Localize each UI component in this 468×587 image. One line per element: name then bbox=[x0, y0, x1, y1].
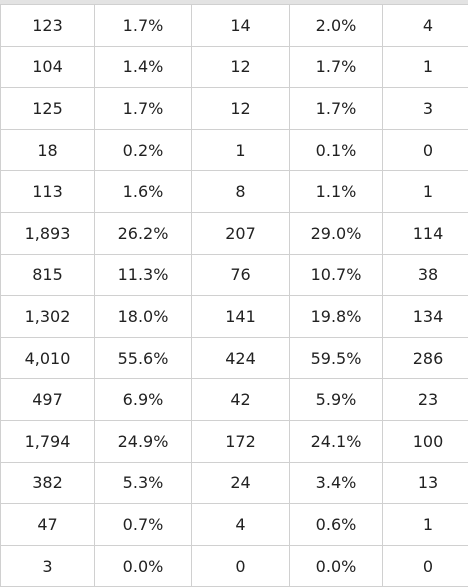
table-row: 1,893 26.2% 207 29.0% 114 bbox=[1, 212, 468, 254]
table-cell: 38 bbox=[383, 254, 468, 296]
table-cell: 1.7% bbox=[290, 88, 383, 130]
table-cell: 4 bbox=[192, 504, 290, 546]
table-cell: 10.7% bbox=[290, 254, 383, 296]
table-row: 18 0.2% 1 0.1% 0 bbox=[1, 129, 468, 171]
table-cell: 4 bbox=[383, 5, 468, 47]
table-cell: 0.0% bbox=[290, 545, 383, 587]
table-cell: 172 bbox=[192, 420, 290, 462]
table-cell: 1 bbox=[192, 129, 290, 171]
table-row: 1,302 18.0% 141 19.8% 134 bbox=[1, 296, 468, 338]
table-cell: 0.2% bbox=[95, 129, 192, 171]
table-cell: 24.1% bbox=[290, 420, 383, 462]
table-cell: 1,794 bbox=[1, 420, 95, 462]
table-cell: 13 bbox=[383, 462, 468, 504]
table-row: 497 6.9% 42 5.9% 23 bbox=[1, 379, 468, 421]
table-cell: 19.8% bbox=[290, 296, 383, 338]
table-cell: 141 bbox=[192, 296, 290, 338]
table-cell: 3 bbox=[1, 545, 95, 587]
table-cell: 123 bbox=[1, 5, 95, 47]
table-cell: 382 bbox=[1, 462, 95, 504]
table-cell: 497 bbox=[1, 379, 95, 421]
table-cell: 113 bbox=[1, 171, 95, 213]
table-cell: 29.0% bbox=[290, 212, 383, 254]
table-cell: 104 bbox=[1, 46, 95, 88]
table-cell: 23 bbox=[383, 379, 468, 421]
table-row: 47 0.7% 4 0.6% 1 bbox=[1, 504, 468, 546]
table-cell: 18 bbox=[1, 129, 95, 171]
table-cell: 0.7% bbox=[95, 504, 192, 546]
table-cell: 424 bbox=[192, 337, 290, 379]
table-row: 815 11.3% 76 10.7% 38 bbox=[1, 254, 468, 296]
table-row: 382 5.3% 24 3.4% 13 bbox=[1, 462, 468, 504]
table-cell: 1.7% bbox=[95, 5, 192, 47]
table-cell: 76 bbox=[192, 254, 290, 296]
table-cell: 8 bbox=[192, 171, 290, 213]
table-cell: 24.9% bbox=[95, 420, 192, 462]
table-row: 1,794 24.9% 172 24.1% 100 bbox=[1, 420, 468, 462]
table-cell: 1,893 bbox=[1, 212, 95, 254]
table-cell: 12 bbox=[192, 46, 290, 88]
table-cell: 18.0% bbox=[95, 296, 192, 338]
table-cell: 1.1% bbox=[290, 171, 383, 213]
table-cell: 207 bbox=[192, 212, 290, 254]
table-cell: 286 bbox=[383, 337, 468, 379]
table-row: 4,010 55.6% 424 59.5% 286 bbox=[1, 337, 468, 379]
table-cell: 3 bbox=[383, 88, 468, 130]
table-cell: 1.7% bbox=[290, 46, 383, 88]
table-cell: 47 bbox=[1, 504, 95, 546]
data-table: 123 1.7% 14 2.0% 4 104 1.4% 12 1.7% 1 12… bbox=[0, 4, 468, 587]
table-cell: 0 bbox=[192, 545, 290, 587]
table-row: 113 1.6% 8 1.1% 1 bbox=[1, 171, 468, 213]
table-cell: 4,010 bbox=[1, 337, 95, 379]
table-row: 104 1.4% 12 1.7% 1 bbox=[1, 46, 468, 88]
table-cell: 114 bbox=[383, 212, 468, 254]
table-cell: 11.3% bbox=[95, 254, 192, 296]
table-cell: 3.4% bbox=[290, 462, 383, 504]
table-row: 125 1.7% 12 1.7% 3 bbox=[1, 88, 468, 130]
table-cell: 24 bbox=[192, 462, 290, 504]
table-cell: 1.4% bbox=[95, 46, 192, 88]
data-table-body: 123 1.7% 14 2.0% 4 104 1.4% 12 1.7% 1 12… bbox=[1, 5, 468, 587]
table-cell: 125 bbox=[1, 88, 95, 130]
table-cell: 0 bbox=[383, 129, 468, 171]
table-cell: 42 bbox=[192, 379, 290, 421]
table-cell: 59.5% bbox=[290, 337, 383, 379]
table-cell: 0.6% bbox=[290, 504, 383, 546]
table-cell: 1 bbox=[383, 46, 468, 88]
table-row: 123 1.7% 14 2.0% 4 bbox=[1, 5, 468, 47]
table-cell: 0.0% bbox=[95, 545, 192, 587]
table-cell: 0 bbox=[383, 545, 468, 587]
table-cell: 14 bbox=[192, 5, 290, 47]
table-row: 3 0.0% 0 0.0% 0 bbox=[1, 545, 468, 587]
table-cell: 6.9% bbox=[95, 379, 192, 421]
table-cell: 1,302 bbox=[1, 296, 95, 338]
table-cell: 1 bbox=[383, 504, 468, 546]
table-cell: 1 bbox=[383, 171, 468, 213]
table-cell: 100 bbox=[383, 420, 468, 462]
table-cell: 2.0% bbox=[290, 5, 383, 47]
table-cell: 815 bbox=[1, 254, 95, 296]
table-cell: 1.6% bbox=[95, 171, 192, 213]
table-cell: 55.6% bbox=[95, 337, 192, 379]
table-cell: 5.9% bbox=[290, 379, 383, 421]
table-cell: 134 bbox=[383, 296, 468, 338]
table-cell: 5.3% bbox=[95, 462, 192, 504]
table-cell: 12 bbox=[192, 88, 290, 130]
table-cell: 26.2% bbox=[95, 212, 192, 254]
table-cell: 0.1% bbox=[290, 129, 383, 171]
table-cell: 1.7% bbox=[95, 88, 192, 130]
